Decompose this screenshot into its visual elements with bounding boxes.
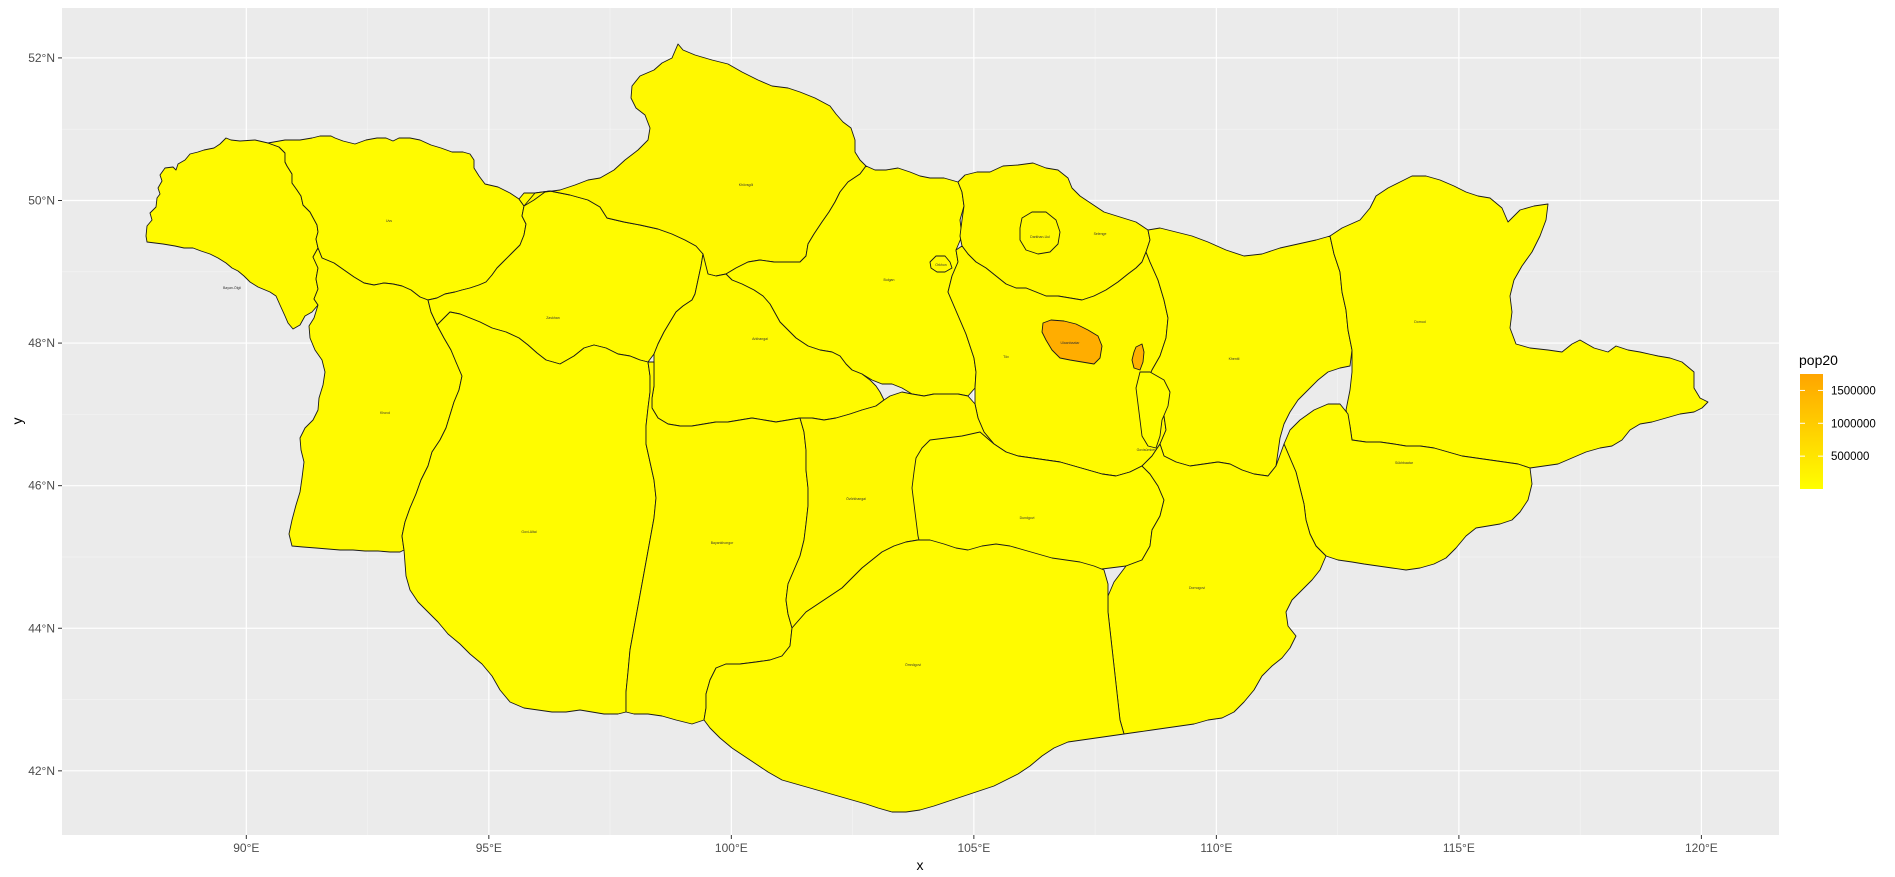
label-ovorkhangai: Övörkhangai xyxy=(846,497,866,501)
x-tick-label: 110°E xyxy=(1200,841,1232,855)
label-govi-altai: Govi-Altai xyxy=(521,530,536,534)
legend-title: pop20 xyxy=(1799,352,1838,368)
label-orkhon: Orkhon xyxy=(935,263,947,267)
region-govisumber xyxy=(1135,371,1171,449)
label-bayan-olgii: Bayan-Ölgii xyxy=(223,286,241,290)
region-ulaanbaatar xyxy=(1041,319,1103,365)
y-tick-label: 46°N xyxy=(28,479,55,493)
label-bulgan: Bulgan xyxy=(884,278,895,282)
label-khovsgol: Khövsgöl xyxy=(739,183,754,187)
label-khentii: Khentii xyxy=(1229,357,1240,361)
label-uvs: Uvs xyxy=(386,219,392,223)
axes: 90°E 95°E 100°E 105°E 110°E 115°E 120°E 42°N 44°… xyxy=(28,51,1718,855)
label-darkhan-uul: Darkhan-Uul xyxy=(1030,235,1050,239)
label-omnogovi: Ömnögovi xyxy=(905,663,921,667)
region-omnogovi xyxy=(703,539,1125,813)
region-nalaikh xyxy=(1131,343,1145,371)
y-tick-label: 48°N xyxy=(28,336,55,350)
label-dornod: Dornod xyxy=(1414,320,1426,324)
x-tick-label: 105°E xyxy=(957,841,990,855)
region-khovsgol xyxy=(523,43,867,277)
y-tick-label: 42°N xyxy=(28,764,55,778)
y-tick-label: 50°N xyxy=(28,193,55,207)
map-regions: Bayan-Ölgii Uvs Khovd Zavkhan Khövsgöl B… xyxy=(145,43,1709,813)
label-sukhbaatar: Sükhbaatar xyxy=(1395,461,1414,465)
legend-tick-label: 1500000 xyxy=(1831,385,1876,397)
y-tick-label: 52°N xyxy=(28,51,55,65)
legend-tick-label: 1000000 xyxy=(1831,418,1876,430)
x-tick-label: 95°E xyxy=(476,841,502,855)
x-tick-label: 115°E xyxy=(1443,841,1475,855)
label-selenge: Selenge xyxy=(1094,232,1107,236)
label-khovd: Khovd xyxy=(380,411,390,415)
x-tick-label: 90°E xyxy=(233,841,259,855)
x-axis-title: x xyxy=(917,857,924,873)
label-zavkhan: Zavkhan xyxy=(546,316,559,320)
label-dundgovi: Dundgovi xyxy=(1020,516,1035,520)
label-ulaanbaatar: Ulaanbaatar xyxy=(1060,341,1080,345)
label-bayankhongor: Bayankhongor xyxy=(711,541,734,545)
legend-tick-label: 500000 xyxy=(1831,451,1869,463)
x-tick-label: 120°E xyxy=(1685,841,1718,855)
y-axis-title: y xyxy=(9,418,25,425)
label-govisumber: Govisümber xyxy=(1137,448,1157,452)
label-tov: Töv xyxy=(1003,355,1009,359)
legend-colorbar xyxy=(1800,374,1823,489)
label-dornogovi: Dornogovi xyxy=(1189,586,1205,590)
legend-ticks: 1500000 1000000 500000 xyxy=(1800,385,1876,463)
region-darkhan-uul xyxy=(1019,211,1061,255)
region-orkhon xyxy=(929,255,953,273)
legend: pop20 1500000 1000000 500000 xyxy=(1799,352,1876,489)
region-khovd xyxy=(288,247,463,553)
y-tick-label: 44°N xyxy=(28,621,55,635)
x-tick-label: 100°E xyxy=(715,841,748,855)
label-arkhangai: Arkhangai xyxy=(752,337,768,341)
region-dornogovi xyxy=(1107,443,1327,735)
